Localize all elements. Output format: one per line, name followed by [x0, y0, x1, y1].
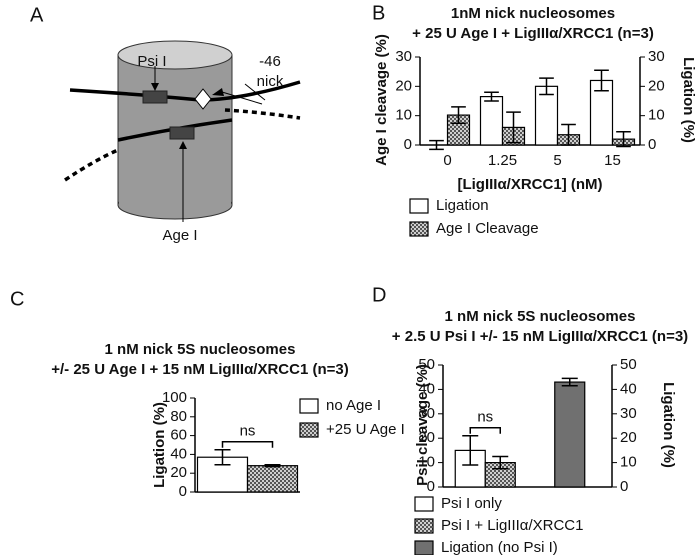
cylinder-fill	[119, 190, 231, 205]
diagram-label: Psi I	[137, 53, 166, 70]
legend-swatch	[409, 221, 429, 237]
y2-axis-label: Ligation (%)	[660, 382, 677, 468]
y-axis-label: PsiI cleavage (%)	[414, 364, 431, 486]
y2-tick-label: 20	[620, 429, 637, 446]
y-tick-label: 10	[418, 454, 435, 471]
legend-swatch	[414, 518, 434, 534]
significance-label: ns	[240, 423, 256, 440]
y2-tick-label: 30	[620, 405, 637, 422]
y-tick-label: 40	[170, 445, 187, 462]
cylinder-top	[117, 40, 233, 70]
legend-swatch	[299, 398, 319, 414]
arrow	[244, 83, 266, 101]
diagram-label: -46	[259, 53, 281, 70]
y2-tick-label: 30	[648, 48, 665, 65]
error-bar	[561, 123, 576, 146]
y2-tick-label: 0	[648, 136, 656, 153]
chart-title: + 25 U Age I + LigIIIα/XRCC1 (n=3)	[412, 25, 654, 42]
bar	[479, 95, 504, 146]
y2-tick-label: 10	[620, 454, 637, 471]
chart-title: 1 nM nick 5S nucleosomes	[105, 341, 296, 358]
panel-letter: C	[10, 288, 24, 310]
panel-letter: A	[30, 4, 44, 26]
panel-letter: D	[372, 284, 386, 306]
significance-bracket	[221, 440, 274, 448]
y-tick-label: 0	[427, 478, 435, 495]
significance-bracket	[469, 427, 501, 434]
chart-title: + 2.5 U Psi I +/- 15 nM LigIIIα/XRCC1 (n…	[392, 328, 688, 345]
arrow-head	[212, 88, 224, 96]
y-tick-label: 20	[418, 429, 435, 446]
nucleosome-diagram: Psi I -46 nick Age I	[64, 40, 301, 244]
x-axis-label: [LigIIIα/XRCC1] (nM)	[457, 176, 602, 193]
significance-label: ns	[477, 409, 493, 426]
y-axis-label: Age I cleavage (%)	[373, 34, 390, 166]
bar	[246, 465, 299, 493]
y2-tick-label: 0	[620, 478, 628, 495]
legend-label: Psi I + LigIIIα/XRCC1	[441, 517, 583, 534]
diagram-label: Age I	[162, 227, 197, 244]
arrow-head	[179, 141, 187, 149]
y-tick-label: 80	[170, 408, 187, 425]
legend-label: +25 U Age I	[326, 421, 405, 438]
y2-axis-label: Ligation (%)	[680, 57, 697, 143]
legend-label: Age I Cleavage	[436, 220, 539, 237]
error-bar	[616, 131, 631, 148]
y2-tick-label: 40	[620, 380, 637, 397]
chart-title: 1nM nick nucleosomes	[451, 5, 615, 22]
arrow	[221, 91, 263, 105]
dna-back	[64, 148, 119, 182]
error-bar	[561, 377, 578, 387]
legend-swatch	[414, 540, 434, 556]
site-box	[142, 90, 168, 104]
chart-title: 1 nM nick 5S nucleosomes	[445, 308, 636, 325]
legend-label: Ligation	[436, 197, 489, 214]
y2-tick-label: 20	[648, 77, 665, 94]
y-axis-label: Ligation (%)	[151, 402, 168, 488]
legend-swatch	[409, 198, 429, 214]
y-tick-label: 0	[404, 136, 412, 153]
site-box	[169, 126, 195, 140]
x-tick-label: 1.25	[488, 152, 517, 169]
dna-back	[224, 108, 301, 120]
legend-swatch	[299, 422, 319, 438]
error-bar	[539, 77, 554, 96]
y-tick-label: 10	[395, 107, 412, 124]
error-bar	[506, 111, 521, 144]
error-bar	[214, 448, 231, 466]
legend-label: Ligation (no Psi I)	[441, 539, 558, 555]
y-tick-label: 20	[395, 77, 412, 94]
y-tick-label: 30	[418, 405, 435, 422]
nick-marker	[194, 88, 212, 110]
error-bar	[462, 435, 479, 466]
legend-label: no Age I	[326, 397, 381, 414]
error-bar	[451, 106, 466, 125]
error-bar	[492, 455, 509, 470]
error-bar	[264, 463, 281, 468]
diagram-label: nick	[257, 73, 284, 90]
error-bar	[429, 139, 444, 151]
x-tick-label: 5	[553, 152, 561, 169]
error-bar	[484, 91, 499, 102]
error-bar	[594, 69, 609, 92]
y-tick-label: 100	[162, 389, 187, 406]
y2-tick-label: 10	[648, 107, 665, 124]
y2-tick-label: 50	[620, 356, 637, 373]
y-tick-label: 20	[170, 464, 187, 481]
x-tick-label: 0	[443, 152, 451, 169]
bar	[554, 381, 586, 488]
y-tick-label: 0	[179, 483, 187, 500]
y-tick-label: 60	[170, 427, 187, 444]
chart-title: +/- 25 U Age I + 15 nM LigIIIα/XRCC1 (n=…	[51, 361, 348, 378]
y-tick-label: 30	[395, 48, 412, 65]
arrow-head	[151, 83, 159, 91]
y-tick-label: 40	[418, 380, 435, 397]
panel-letter: B	[372, 2, 385, 24]
y-tick-label: 50	[418, 356, 435, 373]
x-tick-label: 15	[604, 152, 621, 169]
legend-label: Psi I only	[441, 495, 502, 512]
legend-swatch	[414, 496, 434, 512]
